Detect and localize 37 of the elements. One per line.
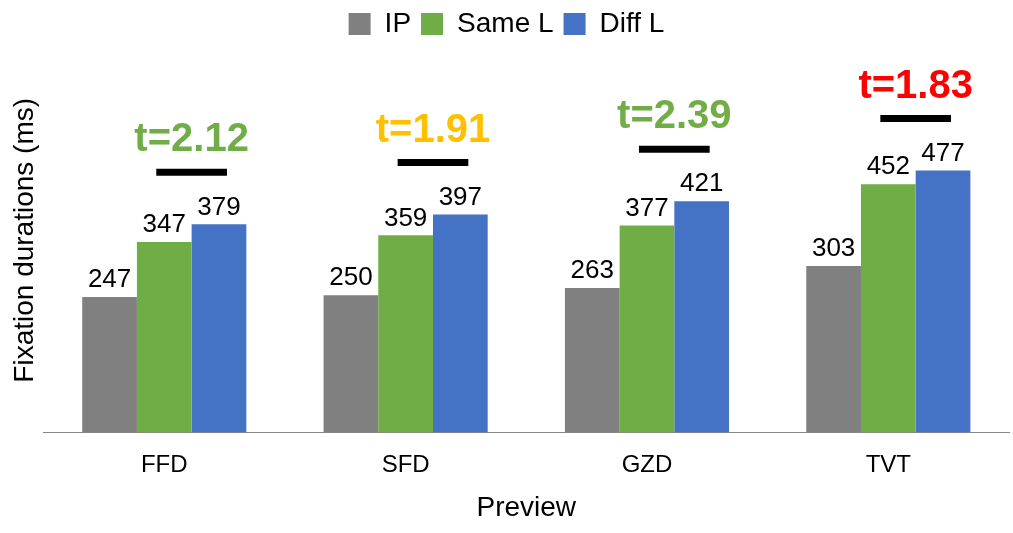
bar [915, 170, 971, 433]
bar [136, 241, 192, 433]
bar [806, 266, 861, 433]
legend-label: IP [384, 6, 412, 38]
data-label: 452 [866, 150, 911, 181]
data-label: 377 [625, 191, 669, 222]
data-label: 347 [142, 208, 186, 239]
bar [82, 296, 137, 433]
bar [564, 288, 620, 433]
x-axis-title: Preview [476, 490, 577, 522]
legend-label: Same L [457, 6, 554, 38]
data-label: 250 [329, 261, 373, 292]
data-label: 421 [679, 167, 724, 198]
legend-label: Diff L [599, 6, 665, 38]
bar [619, 225, 675, 433]
text: t=2.39 [617, 92, 732, 137]
x-tick-label: FFD [140, 449, 188, 477]
data-label: 247 [87, 263, 132, 294]
data-label: 359 [383, 201, 428, 232]
text: t=2.12 [134, 115, 249, 160]
data-label: 263 [570, 254, 614, 285]
data-label: 477 [921, 136, 965, 167]
data-label: 397 [438, 180, 483, 211]
x-tick-label: GZD [621, 449, 673, 477]
data-label: 303 [811, 232, 856, 263]
x-tick-label: SFD [381, 449, 430, 477]
bar [323, 295, 379, 433]
text: t=1.91 [375, 105, 491, 150]
bar [191, 224, 247, 433]
bar [674, 201, 730, 433]
x-tick-label: TVT [865, 449, 912, 477]
bar [432, 214, 488, 433]
data-label: 379 [197, 190, 241, 221]
text: t=1.83 [858, 61, 973, 106]
bar [860, 184, 916, 433]
y-axis-title: Fixation durations (ms) [7, 97, 39, 383]
bar [378, 235, 433, 433]
